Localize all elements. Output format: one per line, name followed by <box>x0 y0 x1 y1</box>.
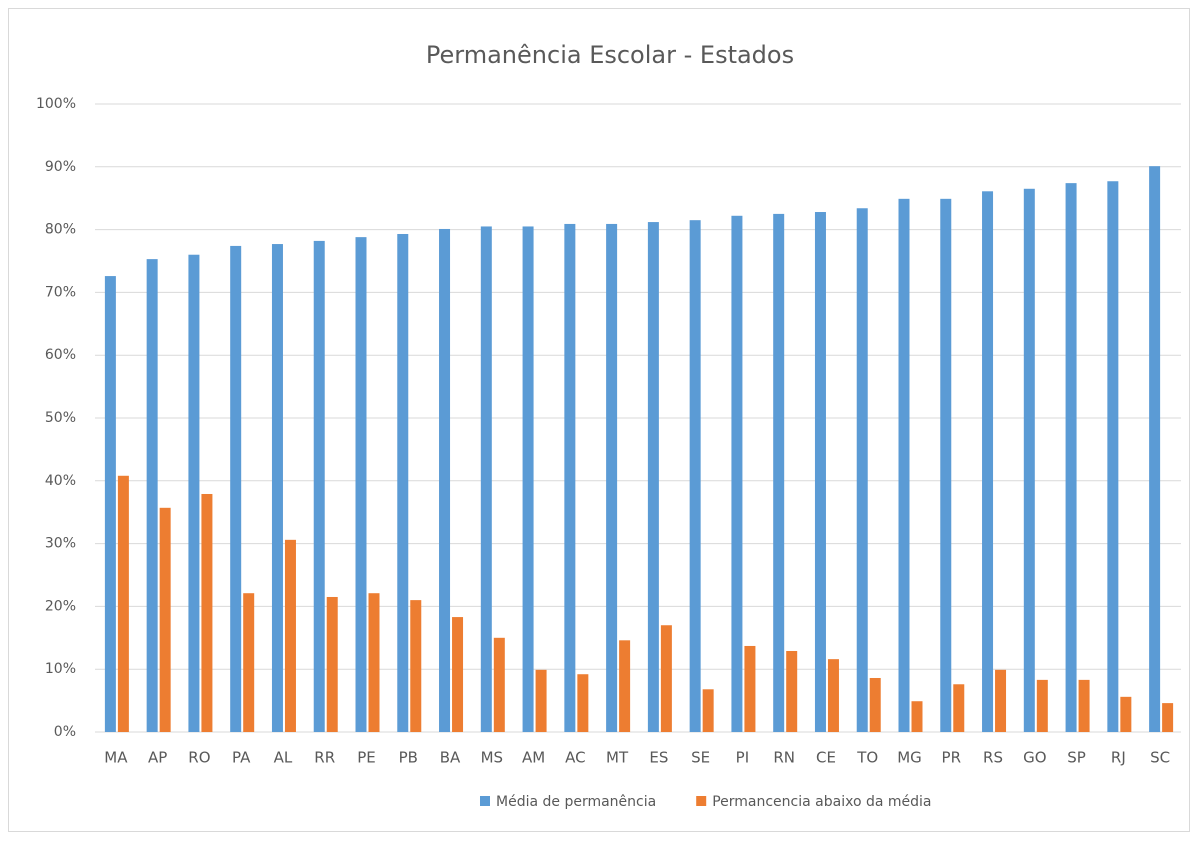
bar <box>146 259 158 732</box>
bar <box>773 213 785 732</box>
bar <box>1078 679 1090 732</box>
bar <box>940 198 952 732</box>
x-tick-label: AL <box>274 749 293 767</box>
bar <box>284 539 296 732</box>
bar <box>1065 183 1077 733</box>
bar <box>731 215 743 732</box>
bar <box>243 593 255 732</box>
bar <box>1023 188 1035 732</box>
x-tick-label: RN <box>773 749 795 767</box>
bar <box>355 237 367 733</box>
bar <box>1162 703 1174 732</box>
x-tick-label: PB <box>399 749 418 767</box>
x-tick-label: RO <box>188 749 210 767</box>
bar <box>201 493 213 732</box>
bar <box>410 600 422 732</box>
bar <box>271 244 283 732</box>
y-tick-label: 0% <box>54 724 76 740</box>
y-tick-label: 80% <box>45 222 76 238</box>
bar <box>647 222 659 732</box>
x-tick-label: RR <box>314 749 335 767</box>
bar <box>397 233 409 732</box>
bar <box>1107 181 1119 732</box>
bar <box>744 645 756 732</box>
bar <box>827 659 839 732</box>
y-tick-label: 40% <box>45 473 76 489</box>
x-tick-label: MG <box>897 749 922 767</box>
x-tick-label: PR <box>942 749 961 767</box>
legend-swatch <box>480 796 490 806</box>
x-tick-label: AP <box>148 749 167 767</box>
x-tick-label: PA <box>232 749 251 767</box>
y-tick-label: 100% <box>36 96 76 112</box>
x-tick-label: RJ <box>1111 749 1126 767</box>
chart-title: Permanência Escolar - Estados <box>426 41 794 69</box>
bar <box>104 276 116 732</box>
x-tick-label: AM <box>522 749 545 767</box>
bar <box>786 650 798 732</box>
bar <box>313 240 325 733</box>
bar <box>982 191 994 733</box>
x-tick-label: PE <box>357 749 376 767</box>
x-tick-label: GO <box>1023 749 1046 767</box>
bar <box>1036 679 1048 732</box>
bar <box>619 640 631 732</box>
x-tick-label: SE <box>691 749 710 767</box>
y-tick-label: 70% <box>45 284 76 300</box>
bar <box>493 637 505 732</box>
y-tick-label: 60% <box>45 347 76 363</box>
bar <box>117 475 129 732</box>
x-tick-label: AC <box>565 749 585 767</box>
bar <box>326 596 338 732</box>
x-tick-label: SC <box>1150 749 1170 767</box>
bar <box>814 212 826 733</box>
x-tick-label: CE <box>816 749 836 767</box>
x-tick-label: PI <box>736 749 749 767</box>
x-tick-label: RS <box>983 749 1003 767</box>
bar <box>995 669 1007 732</box>
bar <box>368 593 380 732</box>
x-tick-label: TO <box>856 749 878 767</box>
x-tick-label: ES <box>649 749 668 767</box>
x-tick-label: MT <box>606 749 629 767</box>
y-tick-label: 90% <box>45 159 76 175</box>
bar <box>953 684 965 732</box>
bar <box>564 223 576 732</box>
bar <box>660 625 672 732</box>
bar <box>230 245 242 733</box>
legend-label: Permancencia abaixo da média <box>712 794 931 810</box>
bar <box>439 228 451 733</box>
bar <box>188 254 200 732</box>
y-tick-label: 20% <box>45 598 76 614</box>
x-tick-label: SP <box>1067 749 1086 767</box>
bar <box>577 674 589 732</box>
y-tick-label: 30% <box>45 536 76 552</box>
bar <box>535 669 547 732</box>
bar <box>606 223 618 732</box>
x-tick-label: BA <box>440 749 461 767</box>
bar <box>1149 166 1161 732</box>
chart-border <box>8 8 1190 832</box>
bar <box>480 226 492 732</box>
bar <box>1120 696 1132 732</box>
bar <box>522 226 534 732</box>
bar <box>869 677 881 732</box>
legend-swatch <box>696 796 707 806</box>
y-tick-label: 50% <box>45 410 76 426</box>
bar <box>159 507 171 732</box>
x-tick-label: MS <box>481 749 503 767</box>
bar <box>452 617 464 732</box>
legend-label: Média de permanência <box>496 794 656 810</box>
x-tick-label: MA <box>104 749 128 767</box>
bar <box>898 198 910 732</box>
bar <box>856 208 868 733</box>
bar <box>911 701 923 732</box>
bar <box>702 689 714 732</box>
y-tick-label: 10% <box>45 661 76 677</box>
bar <box>689 220 701 732</box>
